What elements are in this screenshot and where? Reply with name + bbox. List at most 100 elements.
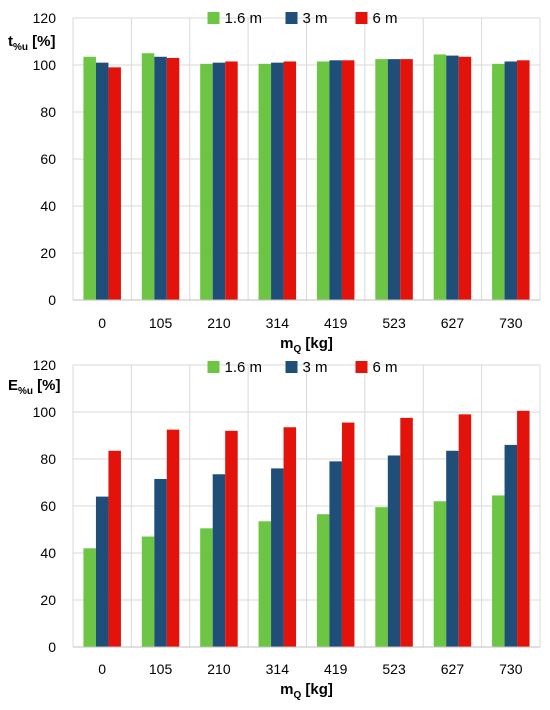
- bar: [517, 60, 530, 300]
- y-tick-label: 80: [40, 451, 56, 467]
- bar: [166, 57, 180, 301]
- y-tick-label: 0: [48, 639, 56, 655]
- legend-swatch: [355, 12, 368, 24]
- bar: [200, 63, 213, 301]
- bar: [83, 548, 96, 647]
- x-axis-title: mQ [kg]: [280, 681, 333, 701]
- bar: [329, 60, 342, 300]
- bar: [341, 60, 355, 300]
- y-tick-label: 100: [33, 404, 57, 420]
- legend: 1.6 m 3 m 6 m: [207, 359, 398, 376]
- bar: [433, 501, 447, 647]
- bar: [458, 414, 472, 647]
- x-tick-label: 105: [149, 661, 173, 677]
- y-tick-label: 80: [40, 104, 56, 120]
- bar: [492, 495, 505, 647]
- y-tick-label: 40: [40, 198, 56, 214]
- legend-swatch: [285, 361, 298, 373]
- bar: [141, 536, 155, 647]
- bar: [154, 56, 167, 301]
- bar: [316, 61, 330, 300]
- chart-2: 0 20 40 60 80 100 120 0 105 210 314 419 523 627 730 mQ …: [8, 357, 541, 701]
- legend-swatch: [207, 12, 220, 24]
- bar: [271, 62, 284, 301]
- y-axis-title: E%u [%]: [8, 377, 61, 397]
- bar: [283, 61, 297, 300]
- x-tick-label: 419: [324, 315, 348, 331]
- x-tick-label: 314: [266, 315, 290, 331]
- x-axis-title: mQ [kg]: [280, 335, 333, 355]
- x-tick-label: 419: [324, 661, 348, 677]
- bar: [387, 455, 401, 647]
- y-tick-label: 60: [40, 151, 56, 167]
- legend-swatch: [207, 361, 220, 373]
- legend-label: 3 m: [303, 359, 328, 376]
- bar: [108, 67, 121, 300]
- x-tick-label: 0: [98, 315, 106, 331]
- bar: [212, 62, 226, 301]
- legend-swatch: [355, 361, 368, 373]
- y-tick-label: 60: [40, 498, 56, 514]
- x-tick-label: 210: [207, 315, 231, 331]
- x-tick-label: 210: [207, 661, 231, 677]
- bar: [458, 56, 472, 301]
- bar: [271, 468, 284, 647]
- x-tick-label: 523: [382, 661, 406, 677]
- bar: [517, 410, 530, 647]
- bar: [258, 521, 272, 647]
- bar: [212, 474, 226, 647]
- bar: [283, 427, 297, 647]
- x-tick-label: 730: [499, 315, 523, 331]
- bar: [200, 528, 213, 647]
- legend-label: 6 m: [373, 10, 398, 27]
- x-tick-label: 627: [441, 315, 465, 331]
- bar: [446, 55, 459, 300]
- bar: [329, 461, 342, 647]
- bar: [141, 53, 155, 300]
- x-tick-label: 523: [382, 315, 406, 331]
- legend: 1.6 m 3 m 6 m: [207, 10, 398, 27]
- y-tick-label: 120: [33, 10, 57, 26]
- x-tick-label: 314: [266, 661, 290, 677]
- y-axis-title: t%u [%]: [8, 33, 56, 53]
- legend-label: 1.6 m: [225, 10, 263, 27]
- x-tick-label: 105: [149, 315, 173, 331]
- bar: [95, 62, 109, 301]
- bar: [95, 496, 109, 647]
- bar: [375, 507, 388, 647]
- bar: [258, 63, 272, 301]
- bar: [108, 450, 121, 647]
- legend-label: 1.6 m: [225, 359, 263, 376]
- bar: [433, 54, 447, 300]
- bar: [316, 514, 330, 647]
- x-tick-label: 730: [499, 661, 523, 677]
- y-tick-label: 40: [40, 545, 56, 561]
- x-tick-label: 0: [98, 661, 106, 677]
- bar: [83, 56, 96, 301]
- y-tick-label: 120: [33, 357, 57, 373]
- bar: [375, 59, 388, 300]
- bar: [387, 59, 401, 300]
- bar: [225, 61, 238, 300]
- bar: [504, 444, 518, 647]
- chart-1: 0 20 40 60 80 100 120 0 105 210 314 419 523 627 730 mQ …: [8, 10, 541, 355]
- y-tick-label: 20: [40, 592, 56, 608]
- bar: [341, 422, 355, 647]
- bar: [400, 417, 413, 647]
- bar: [492, 63, 505, 301]
- bar: [446, 450, 459, 647]
- y-tick-label: 20: [40, 245, 56, 261]
- bar: [400, 59, 413, 300]
- bar: [154, 478, 167, 647]
- legend-swatch: [285, 12, 298, 24]
- legend-label: 6 m: [373, 359, 398, 376]
- bar: [225, 430, 238, 647]
- x-tick-label: 627: [441, 661, 465, 677]
- y-tick-label: 100: [33, 57, 57, 73]
- bar: [504, 61, 518, 300]
- legend-label: 3 m: [303, 10, 328, 27]
- bar: [166, 429, 180, 647]
- y-tick-label: 0: [48, 292, 56, 308]
